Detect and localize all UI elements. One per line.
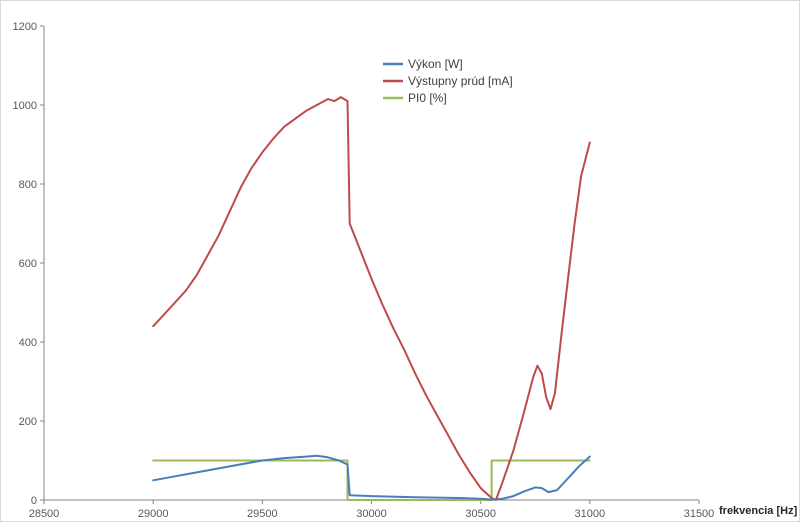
series-layer <box>152 96 591 501</box>
series-line-0 <box>152 454 591 501</box>
x-axis: 28500 29000 29500 30000 30500 31000 31500 <box>29 499 715 520</box>
x-tick-label: 31500 <box>684 508 715 520</box>
legend-label: Výstupny prúd [mA] <box>408 74 513 88</box>
x-tick-label: 30000 <box>356 508 387 520</box>
y-tick-label: 1200 <box>13 21 37 33</box>
x-tick-label: 29500 <box>247 508 278 520</box>
legend-label: PI0 [%] <box>408 91 447 105</box>
y-axis: 0 200 400 600 800 1000 1200 <box>13 21 45 507</box>
x-tick-label: 29000 <box>138 508 169 520</box>
legend-label: Výkon [W] <box>408 57 463 71</box>
y-tick-label: 0 <box>31 495 37 507</box>
y-tick-label: 600 <box>19 258 37 270</box>
series-line-1 <box>152 96 591 501</box>
y-tick-label: 800 <box>19 179 37 191</box>
x-tick-label: 28500 <box>29 508 60 520</box>
y-tick-label: 1000 <box>13 100 37 112</box>
y-tick-label: 200 <box>19 416 37 428</box>
y-tick-label: 400 <box>19 337 37 349</box>
x-axis-label: frekvencia [Hz] <box>719 505 798 517</box>
series-line-2 <box>152 459 591 501</box>
x-tick-label: 31000 <box>575 508 606 520</box>
legend: Výkon [W] Výstupny prúd [mA] PI0 [%] <box>383 57 513 105</box>
x-tick-label: 30500 <box>465 508 496 520</box>
